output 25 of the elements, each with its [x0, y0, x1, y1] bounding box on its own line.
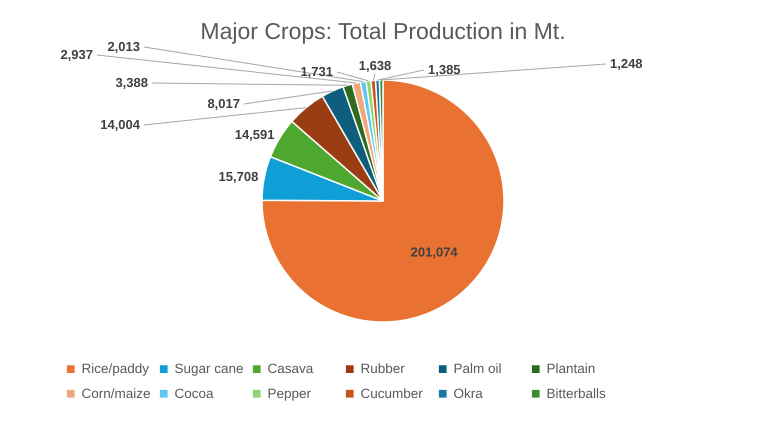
data-label: 1,731 — [300, 64, 333, 79]
data-label: 15,708 — [218, 168, 258, 184]
legend-label: Bitterballs — [546, 386, 606, 401]
legend-label: Palm oil — [454, 361, 502, 376]
data-label: 2,937 — [60, 47, 93, 62]
data-label: 2,013 — [107, 39, 140, 54]
legend-label: Pepper — [268, 386, 312, 401]
legend-label: Cucumber — [360, 386, 424, 401]
legend-label: Rice/paddy — [82, 361, 150, 376]
data-label: 1,385 — [428, 62, 461, 77]
legend-label: Sugar cane — [174, 361, 244, 376]
legend-label: Corn/maize — [82, 386, 151, 401]
data-label: 14,004 — [100, 117, 141, 132]
legend-label: Casava — [268, 361, 314, 376]
chart-title: Major Crops: Total Production in Mt. — [200, 18, 566, 44]
data-label: 14,591 — [234, 127, 274, 142]
data-label: 8,017 — [207, 96, 240, 111]
data-label: 1,638 — [358, 58, 392, 73]
legend-label: Cocoa — [174, 386, 214, 401]
data-label: 1,248 — [610, 56, 643, 71]
legend-label: Okra — [454, 386, 484, 401]
legend-label: Rubber — [360, 361, 406, 376]
data-label: 201,074 — [410, 244, 458, 260]
legend-label: Plantain — [546, 361, 596, 376]
data-label: 3,388 — [115, 75, 148, 90]
